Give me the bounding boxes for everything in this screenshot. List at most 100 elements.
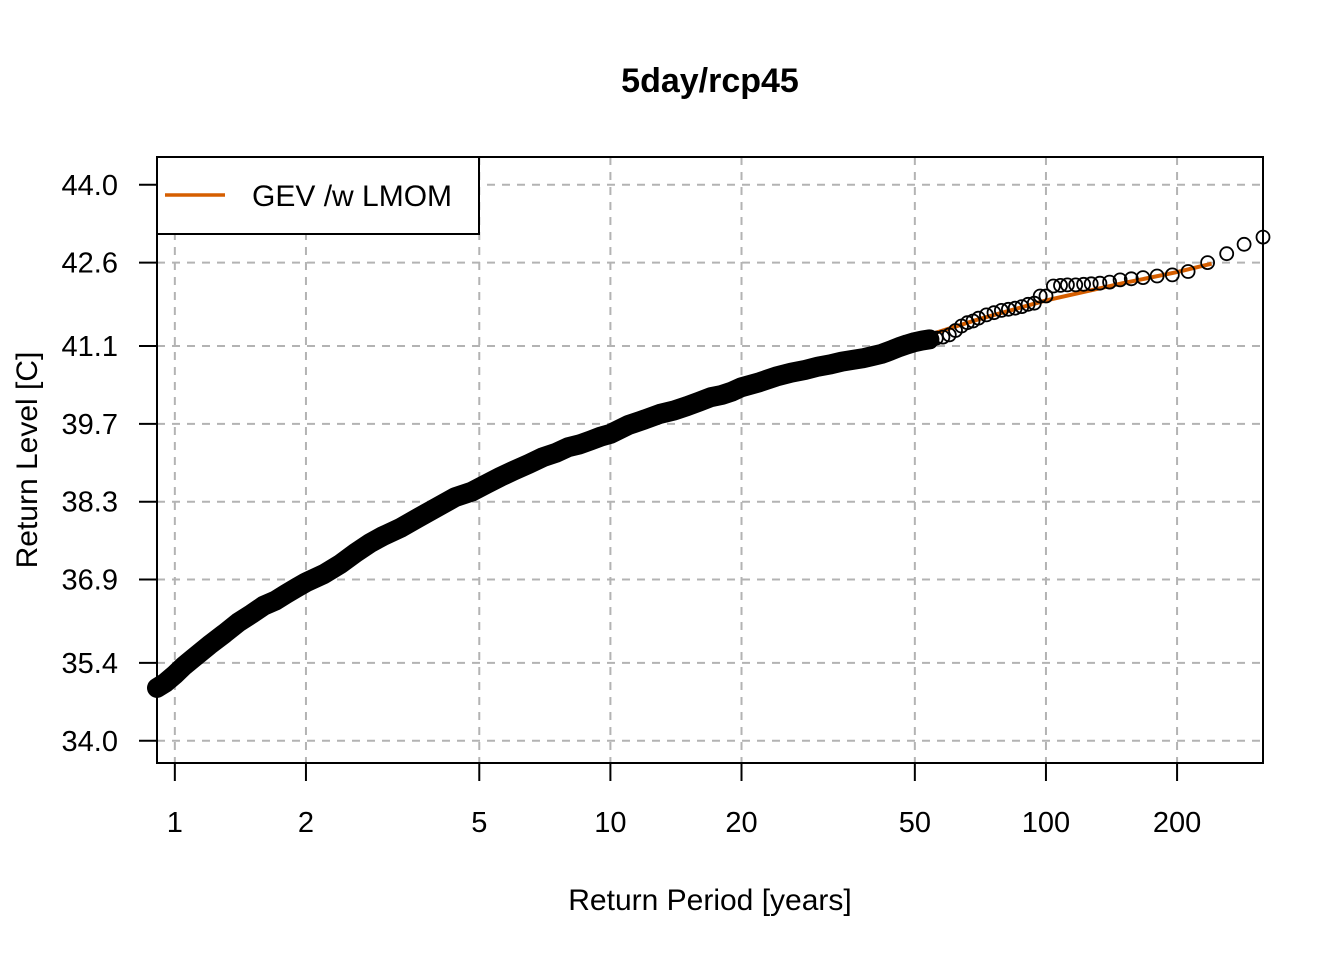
observed-point <box>1135 270 1151 286</box>
y-tick-label: 35.4 <box>62 648 118 680</box>
observed-point <box>167 667 183 682</box>
observed-point <box>1020 296 1036 312</box>
observed-point <box>1038 288 1054 304</box>
observed-point <box>752 374 767 390</box>
observed-points-band <box>147 329 940 698</box>
observed-point <box>1200 255 1215 271</box>
observed-point <box>583 433 598 448</box>
observed-point <box>429 499 445 515</box>
observed-point <box>1083 276 1099 292</box>
observed-point <box>157 675 173 691</box>
y-tick-label: 42.6 <box>62 248 118 280</box>
observed-point <box>464 484 480 500</box>
y-tick-label: 36.9 <box>62 565 118 597</box>
x-tick-label: 100 <box>1022 807 1070 839</box>
observed-point <box>714 387 729 403</box>
observed-point <box>493 469 509 485</box>
plot-frame <box>156 156 1264 764</box>
observed-point <box>1164 267 1180 283</box>
observed-point <box>375 528 391 544</box>
x-tick-label: 200 <box>1153 807 1201 839</box>
x-axis-label: Return Period [years] <box>568 884 851 917</box>
observed-point <box>1001 301 1016 317</box>
observed-point <box>914 333 930 348</box>
observed-point <box>1123 271 1139 287</box>
observed-point <box>621 417 636 433</box>
observed-point <box>231 614 246 630</box>
gev-fit-line <box>155 261 1213 690</box>
observed-point <box>1149 268 1165 284</box>
observed-point <box>703 389 719 405</box>
observed-point <box>548 445 564 461</box>
observed-point <box>316 566 332 582</box>
y-axis: 34.0 35.4 36.9 38.3 39.7 41.1 42.6 44.0 <box>62 170 157 758</box>
x-tick-label: 5 <box>471 807 487 839</box>
observed-point <box>185 651 201 666</box>
y-tick-label: 39.7 <box>62 409 118 441</box>
observed-point <box>652 406 668 422</box>
observed-point <box>724 384 740 400</box>
observed-point <box>783 365 799 381</box>
observed-point <box>506 463 522 479</box>
observed-point <box>298 574 314 590</box>
observed-point <box>834 354 850 370</box>
observed-point <box>1068 277 1084 293</box>
observed-point <box>986 305 1002 321</box>
observed-point <box>1007 300 1023 316</box>
observed-point <box>348 545 364 561</box>
y-axis-label: Return Level [C] <box>11 352 44 569</box>
y-tick-label: 41.1 <box>62 331 118 363</box>
observed-point <box>994 302 1009 318</box>
fit-line-layer <box>155 261 1213 690</box>
observed-point <box>393 520 409 536</box>
observed-point <box>521 456 537 472</box>
x-tick-label: 20 <box>725 807 757 839</box>
observed-point <box>244 606 259 622</box>
observed-point <box>593 429 609 445</box>
observed-point <box>935 329 951 345</box>
points-layer <box>147 229 1271 698</box>
observed-point <box>409 511 425 526</box>
observed-point <box>734 379 749 395</box>
observed-point <box>637 411 653 427</box>
x-tick-label: 1 <box>167 807 183 839</box>
observed-point <box>768 369 784 385</box>
observed-point <box>1076 276 1091 292</box>
observed-point <box>217 626 232 641</box>
y-tick-label: 44.0 <box>62 170 118 202</box>
observed-point <box>1032 288 1048 304</box>
chart-title: 5day/rcp45 <box>621 62 799 100</box>
y-tick-label: 38.3 <box>62 487 118 519</box>
observed-point <box>883 343 899 358</box>
observed-point <box>865 348 880 364</box>
legend-label-gev: GEV /w LMOM <box>252 180 452 213</box>
observed-point <box>1219 246 1235 262</box>
observed-point <box>971 310 986 326</box>
observed-point <box>1092 275 1108 291</box>
x-tick-label: 50 <box>899 807 931 839</box>
x-axis: 1 2 5 10 20 50 100 200 <box>167 763 1201 839</box>
grid-layer <box>157 157 1263 763</box>
x-tick-label: 2 <box>298 807 314 839</box>
observed-point <box>1046 278 1061 294</box>
observed-point <box>176 658 192 674</box>
observed-point <box>267 593 283 609</box>
observed-point <box>979 307 994 323</box>
observed-point <box>1053 277 1068 293</box>
observed-point <box>891 339 907 355</box>
observed-point <box>1060 277 1075 293</box>
legend: GEV /w LMOM <box>156 156 480 235</box>
observed-point <box>535 449 551 465</box>
observed-point <box>447 489 463 505</box>
observed-point <box>362 536 378 551</box>
observed-point <box>845 352 861 368</box>
observed-point <box>899 336 915 352</box>
observed-point <box>201 637 217 653</box>
observed-point <box>666 403 682 418</box>
x-tick-label: 10 <box>594 807 626 839</box>
observed-point <box>1112 272 1128 288</box>
observed-point <box>1236 236 1252 252</box>
y-tick-label: 34.0 <box>62 726 118 758</box>
